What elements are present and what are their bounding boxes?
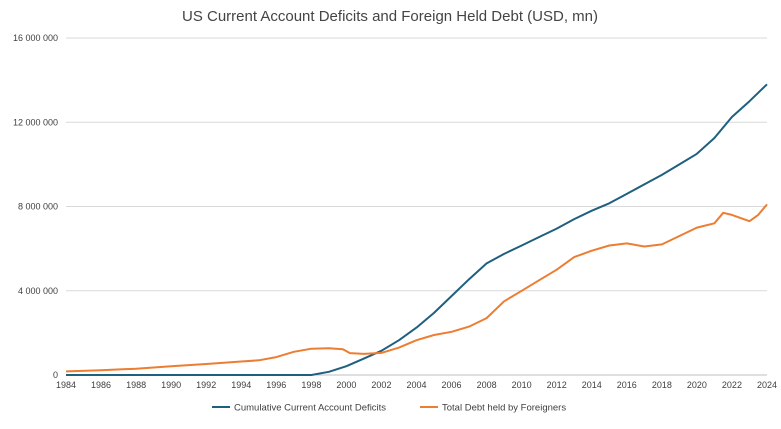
x-tick-label: 2000 (336, 380, 356, 390)
x-tick-label: 2010 (512, 380, 532, 390)
series-line-2 (65, 203, 768, 373)
x-tick-label: 1996 (266, 380, 286, 390)
x-tick-label: 2004 (406, 380, 426, 390)
x-tick-label: 2014 (582, 380, 602, 390)
legend: Cumulative Current Account Deficits Total… (212, 403, 566, 414)
x-tick-label: 2016 (617, 380, 637, 390)
y-axis: 0 4 000 000 8 000 000 12 000 000 16 000 000 (13, 33, 58, 380)
y-tick-label: 12 000 000 (13, 117, 58, 127)
x-axis: 1984 1986 1988 1990 1992 1994 1996 1998 2000 2002… (56, 380, 777, 390)
legend-label-1: Cumulative Current Account Deficits (234, 403, 386, 414)
x-tick-label: 2012 (547, 380, 567, 390)
chart-title: US Current Account Deficits and Foreign … (182, 8, 598, 25)
y-tick-label: 0 (53, 370, 58, 380)
x-tick-label: 2022 (722, 380, 742, 390)
x-tick-label: 1994 (231, 380, 251, 390)
x-tick-label: 1986 (91, 380, 111, 390)
series-layer (65, 83, 768, 376)
x-tick-label: 2024 (757, 380, 777, 390)
x-tick-label: 1992 (196, 380, 216, 390)
y-tick-label: 8 000 000 (18, 202, 58, 212)
x-tick-label: 2020 (687, 380, 707, 390)
legend-label-2: Total Debt held by Foreigners (442, 403, 566, 414)
x-tick-label: 2002 (371, 380, 391, 390)
x-tick-label: 2018 (652, 380, 672, 390)
x-tick-label: 2008 (477, 380, 497, 390)
y-tick-label: 16 000 000 (13, 33, 58, 43)
series-line-1 (66, 83, 768, 376)
x-tick-label: 1984 (56, 380, 76, 390)
grid-layer (66, 37, 767, 376)
x-tick-label: 2006 (442, 380, 462, 390)
y-tick-label: 4 000 000 (18, 286, 58, 296)
x-tick-label: 1990 (161, 380, 181, 390)
x-tick-label: 1998 (301, 380, 321, 390)
x-tick-label: 1988 (126, 380, 146, 390)
